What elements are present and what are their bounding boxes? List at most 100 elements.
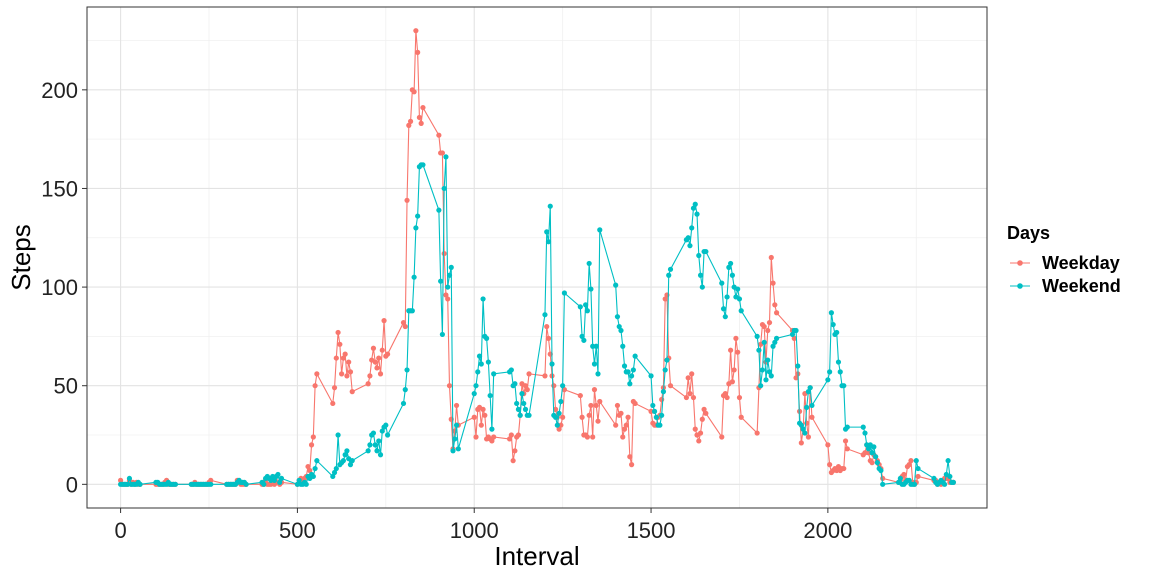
data-point-weekday [544, 323, 550, 330]
data-point-weekend [443, 154, 449, 160]
data-point-weekend [772, 339, 778, 345]
data-point-weekday [621, 426, 628, 432]
data-point-weekend [841, 383, 847, 389]
data-point-weekend [689, 225, 695, 231]
data-point-weekend [400, 400, 407, 407]
data-point-weekend [597, 227, 603, 233]
data-point-weekday [773, 310, 780, 316]
data-point-weekend [726, 264, 732, 270]
data-point-weekend [825, 377, 831, 383]
data-point-weekday [683, 394, 690, 401]
data-point-weekend [487, 392, 493, 399]
series-layer [118, 28, 957, 487]
data-point-weekday [662, 296, 668, 302]
data-point-weekend [547, 203, 553, 209]
data-point-weekday [618, 410, 624, 416]
data-point-weekend [834, 329, 840, 336]
data-point-weekday [471, 414, 477, 420]
data-point-weekday [506, 436, 513, 442]
data-point-weekday [793, 375, 799, 381]
data-point-weekend [172, 481, 179, 487]
data-point-weekend [800, 426, 806, 432]
data-point-weekend [911, 481, 918, 487]
data-point-weekend [552, 414, 559, 420]
data-point-weekday [542, 373, 548, 379]
data-point-weekend [880, 481, 886, 487]
data-point-weekend [514, 400, 520, 407]
data-point-weekend [593, 343, 599, 349]
legend-key-point [1017, 260, 1023, 266]
legend-label: Weekend [1042, 276, 1121, 296]
data-point-weekend [591, 361, 598, 367]
data-point-weekday [728, 347, 734, 353]
data-point-weekend [830, 321, 836, 328]
data-point-weekday [770, 280, 776, 286]
data-point-weekend [878, 467, 884, 474]
data-point-weekday [473, 434, 479, 440]
y-axis-title: Steps [6, 224, 36, 291]
data-point-weekday [736, 394, 743, 401]
data-point-weekday [586, 412, 592, 418]
data-point-weekday [842, 438, 849, 444]
data-point-weekday [337, 341, 343, 347]
data-point-weekend [275, 471, 281, 478]
data-point-weekday [415, 49, 421, 55]
data-point-weekend [452, 436, 458, 442]
data-point-weekend [370, 430, 377, 436]
data-point-weekend [694, 211, 700, 217]
data-point-weekend [402, 387, 408, 393]
data-point-weekday [699, 416, 705, 422]
data-point-weekday [478, 422, 484, 428]
data-point-weekend [827, 369, 833, 375]
data-point-weekday [480, 406, 486, 412]
data-point-weekend [441, 185, 447, 192]
data-point-weekend [377, 452, 384, 458]
data-point-weekend [277, 479, 283, 485]
data-point-weekday [551, 383, 557, 389]
data-point-weekday [590, 434, 596, 440]
data-point-weekend [754, 333, 760, 339]
data-point-weekend [690, 205, 697, 211]
x-tick-label: 1000 [450, 518, 499, 543]
data-point-weekend [333, 465, 339, 472]
data-point-weekend [436, 207, 442, 213]
data-point-weekend [453, 422, 460, 428]
data-point-weekday [400, 319, 407, 326]
data-point-weekday [381, 318, 387, 324]
data-point-weekday [416, 114, 423, 121]
data-point-weekend [662, 367, 668, 373]
data-point-weekend [667, 266, 674, 272]
data-point-weekend [489, 426, 495, 432]
data-point-weekend [650, 402, 656, 409]
data-point-weekend [729, 272, 735, 278]
data-point-weekday [738, 414, 744, 420]
data-point-weekend [581, 337, 587, 343]
data-point-weekday [441, 250, 447, 257]
data-point-weekend [491, 371, 497, 377]
data-point-weekday [722, 391, 728, 397]
data-point-weekend [763, 377, 769, 383]
data-point-weekend [906, 477, 912, 483]
data-point-weekend [795, 363, 801, 369]
data-point-weekday [376, 355, 382, 361]
data-point-weekday [342, 351, 348, 357]
data-point-weekday [772, 302, 778, 308]
data-point-weekday [579, 414, 585, 420]
data-point-weekday [761, 323, 767, 330]
data-point-weekend [687, 243, 693, 249]
data-point-weekday [331, 385, 338, 391]
data-point-weekend [724, 294, 730, 300]
data-point-weekday [689, 371, 695, 377]
data-point-weekend [809, 402, 815, 409]
data-point-weekend [931, 475, 937, 482]
data-point-weekend [588, 286, 594, 292]
series-weekend [118, 154, 957, 487]
data-point-weekend [620, 343, 626, 349]
series-weekday [118, 28, 957, 487]
data-point-weekday [208, 477, 214, 483]
data-point-weekend [696, 252, 702, 259]
data-point-weekday [613, 422, 619, 428]
data-point-weekday [453, 402, 460, 409]
data-point-weekend [703, 248, 709, 255]
data-point-weekend [941, 481, 948, 487]
